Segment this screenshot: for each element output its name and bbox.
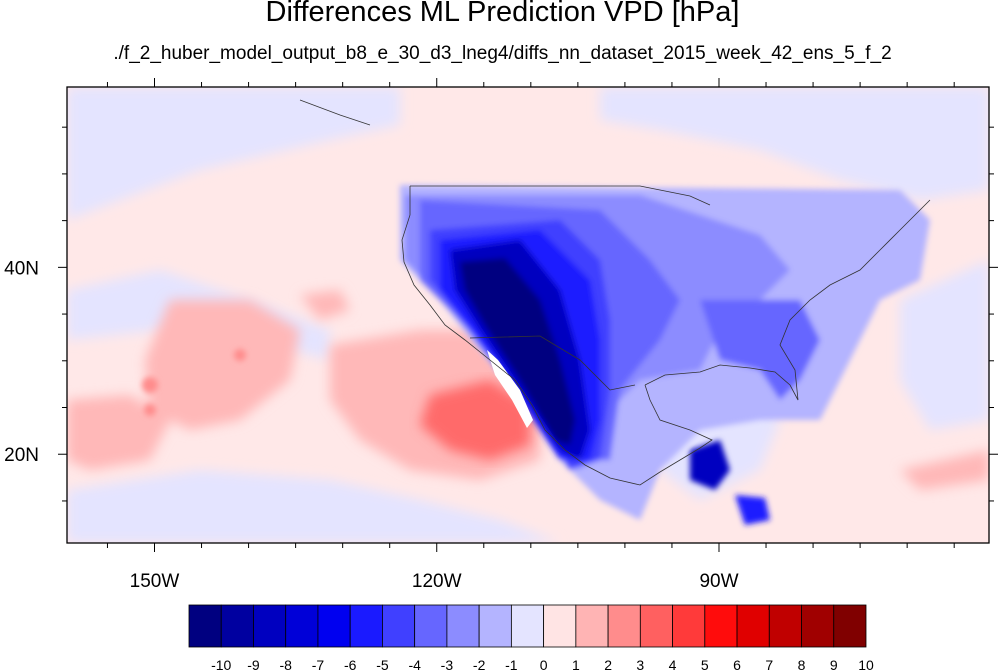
colorbar-label: 1 <box>572 657 580 672</box>
colorbar-swatch <box>510 604 545 648</box>
colorbar-swatch <box>220 604 254 648</box>
colorbar-label: -8 <box>279 657 292 672</box>
moderate-positive-spots <box>142 349 246 416</box>
colorbar-swatch <box>833 604 867 648</box>
colorbar-label: 5 <box>701 657 709 672</box>
colorbar-label: -1 <box>505 657 518 672</box>
colorbar-swatch <box>317 604 351 648</box>
coastlines <box>299 99 931 486</box>
colorbar-label: -5 <box>376 657 389 672</box>
colorbar-label: 10 <box>858 657 874 672</box>
map-frame <box>66 86 990 544</box>
negative-field <box>400 185 930 525</box>
colorbar-swatch <box>575 604 609 648</box>
strong-positive-area <box>420 380 530 460</box>
colorbar-label: -10 <box>211 657 231 672</box>
colorbar-label: 6 <box>733 657 741 672</box>
x-tick-label: 150W <box>130 571 180 592</box>
colorbar-label: 9 <box>830 657 838 672</box>
axis-ticks <box>58 78 998 552</box>
y-tick-label: 40N <box>4 258 39 279</box>
colorbar-swatch <box>285 604 319 648</box>
colorbar-swatch <box>188 604 222 648</box>
colorbar-label: -3 <box>441 657 454 672</box>
colorbar-label: 3 <box>636 657 644 672</box>
colorbar-swatch <box>801 604 835 648</box>
colorbar-label: -2 <box>473 657 486 672</box>
colorbar-swatch <box>414 604 448 648</box>
colorbar-swatch <box>446 604 480 648</box>
axis-tick-labels: 150W 120W 90W 40N 20N <box>4 258 738 592</box>
colorbar-swatch <box>736 604 770 648</box>
colorbar-label: -7 <box>312 657 325 672</box>
colorbar-label: 0 <box>540 657 548 672</box>
colorbar-swatch <box>704 604 738 648</box>
chart-subtitle: ./f_2_huber_model_output_b8_e_30_d3_lneg… <box>113 43 892 64</box>
colorbar-label: 8 <box>798 657 806 672</box>
colorbar-swatch <box>672 604 706 648</box>
x-tick-label: 120W <box>412 571 462 592</box>
colorbar-swatch <box>768 604 802 648</box>
map-field <box>67 87 989 543</box>
chart-title: Differences ML Prediction VPD [hPa] <box>265 0 740 28</box>
colorbar-swatch <box>543 604 577 648</box>
colorbar: -10 -9 -8 -7 -6 -5 -4 -3 -2 -1 0 1 2 3 4 5 6 7 8 9 10 <box>188 604 874 672</box>
colorbar-label: -6 <box>344 657 357 672</box>
y-tick-label: 20N <box>4 445 39 466</box>
colorbar-swatch <box>639 604 673 648</box>
colorbar-label: -4 <box>408 657 421 672</box>
colorbar-swatch <box>607 604 641 648</box>
colorbar-label: 7 <box>765 657 773 672</box>
x-tick-label: 90W <box>699 571 738 592</box>
colorbar-label: 2 <box>604 657 612 672</box>
colorbar-label: 4 <box>669 657 677 672</box>
colorbar-swatch <box>478 604 512 648</box>
baja-gap <box>487 350 533 428</box>
colorbar-label: -9 <box>247 657 260 672</box>
colorbar-swatch <box>382 604 416 648</box>
colorbar-swatch <box>253 604 287 648</box>
colorbar-swatch <box>349 604 383 648</box>
